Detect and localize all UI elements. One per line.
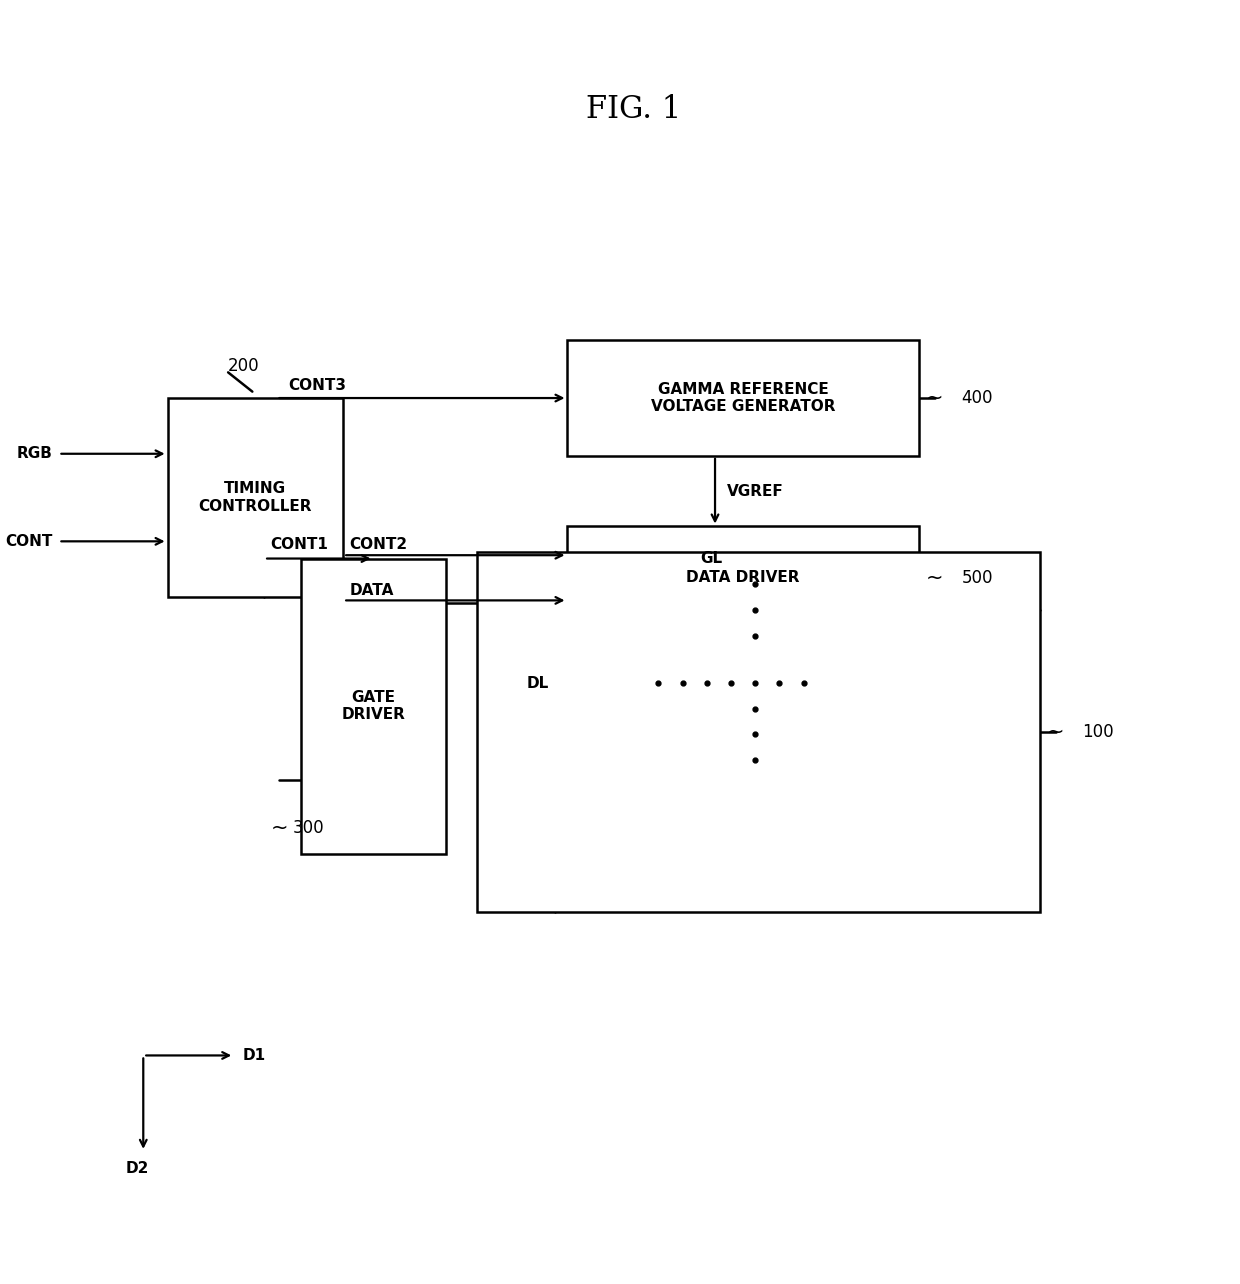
Bar bbox=[167, 398, 343, 597]
Text: GATE
DRIVER: GATE DRIVER bbox=[341, 690, 405, 723]
Text: RGB: RGB bbox=[16, 447, 52, 461]
Text: TIMING
CONTROLLER: TIMING CONTROLLER bbox=[198, 482, 312, 514]
Text: GL: GL bbox=[701, 551, 723, 566]
Text: D2: D2 bbox=[125, 1161, 149, 1176]
Text: VGREF: VGREF bbox=[727, 484, 784, 498]
Text: ~: ~ bbox=[925, 568, 944, 588]
Bar bbox=[476, 552, 1040, 912]
Text: ~: ~ bbox=[925, 388, 944, 408]
Text: D1: D1 bbox=[243, 1048, 265, 1063]
Text: GAMMA REFERENCE
VOLTAGE GENERATOR: GAMMA REFERENCE VOLTAGE GENERATOR bbox=[651, 381, 836, 415]
Text: CONT3: CONT3 bbox=[289, 377, 347, 393]
Text: 300: 300 bbox=[293, 819, 324, 837]
Text: ~: ~ bbox=[272, 818, 289, 838]
Text: CONT2: CONT2 bbox=[350, 538, 408, 552]
Text: ~: ~ bbox=[1047, 722, 1064, 742]
Text: CONT1: CONT1 bbox=[270, 537, 329, 552]
Text: DATA DRIVER: DATA DRIVER bbox=[687, 570, 800, 586]
Text: DATA: DATA bbox=[350, 583, 393, 597]
Text: 200: 200 bbox=[228, 357, 259, 375]
Bar bbox=[568, 526, 919, 629]
Bar bbox=[301, 559, 446, 854]
Text: FIG. 1: FIG. 1 bbox=[587, 94, 682, 125]
Text: DL: DL bbox=[527, 675, 549, 691]
Text: 100: 100 bbox=[1083, 723, 1114, 741]
Text: CONT: CONT bbox=[5, 534, 52, 548]
Text: 400: 400 bbox=[961, 389, 993, 407]
Bar bbox=[568, 340, 919, 456]
Text: 500: 500 bbox=[961, 569, 993, 587]
